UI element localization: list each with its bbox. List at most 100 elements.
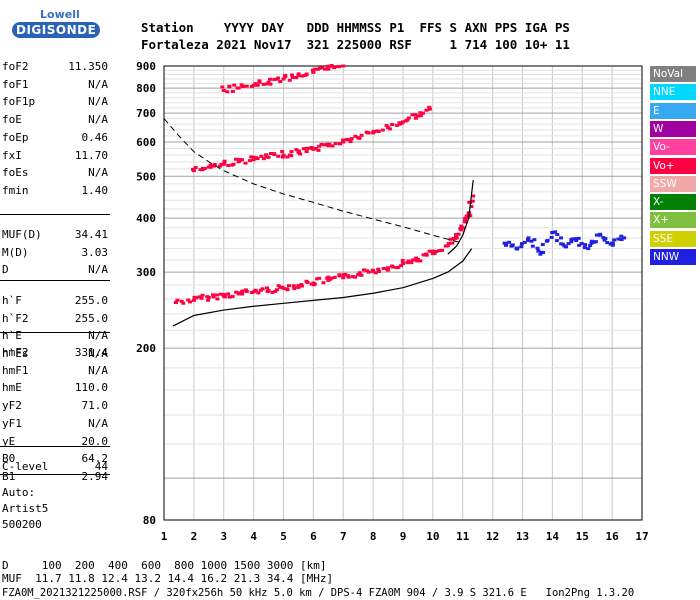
x-tick-label: 10	[426, 530, 439, 543]
param-row: fxI 11.70	[2, 149, 108, 163]
trace-point	[268, 82, 273, 86]
y-tick-label: 80	[143, 514, 156, 527]
trace-point	[296, 74, 301, 78]
trace-point	[341, 64, 346, 68]
param-separator	[0, 214, 110, 215]
trace-point	[507, 240, 512, 244]
trace-point	[268, 151, 273, 155]
param-row: h`F2 255.0	[2, 312, 108, 326]
trace-point	[222, 159, 227, 163]
trace-point	[459, 224, 464, 228]
trace-point	[386, 266, 391, 270]
trace-point	[218, 164, 223, 168]
trace-point	[173, 301, 178, 305]
trace-point	[272, 77, 277, 81]
legend-item-nnw: NNW	[650, 249, 696, 265]
trace-point	[418, 111, 423, 115]
trace-point	[286, 284, 291, 288]
trace-point	[257, 80, 262, 84]
logo-text-top: Lowell	[40, 8, 80, 21]
param-row: M(D) 3.03	[2, 246, 108, 260]
param-separator	[0, 474, 110, 475]
trace-point	[465, 216, 470, 220]
trace-point	[208, 163, 213, 167]
param-row: hmF1 N/A	[2, 364, 108, 378]
trace-point	[430, 252, 435, 256]
logo-text-bottom: DIGISONDE	[12, 22, 101, 38]
trace-point	[469, 204, 474, 208]
param-row: yF1 N/A	[2, 417, 108, 431]
trace-point	[211, 293, 216, 297]
trace-point	[337, 65, 342, 69]
trace-point	[589, 239, 594, 243]
param-label: B1	[2, 469, 16, 483]
trace-point	[313, 67, 318, 71]
param-value: 331.4	[74, 346, 108, 359]
legend-item-ssw: SSW	[650, 175, 696, 192]
trace-point	[261, 82, 266, 86]
trace-point	[450, 241, 455, 245]
param-label: fxI	[2, 148, 22, 162]
trace-point	[267, 77, 272, 81]
param-value: 34.41	[74, 228, 108, 241]
trace-point	[296, 72, 301, 76]
trace-point	[549, 235, 554, 239]
trace-point	[243, 288, 248, 292]
trace-point	[445, 244, 450, 248]
param-row: foF1p N/A	[2, 95, 108, 109]
trace-point	[454, 236, 459, 240]
param-label: foF1	[2, 77, 29, 91]
param-value: 3.03	[81, 245, 109, 259]
trace-point	[514, 247, 519, 251]
trace-point	[381, 266, 386, 270]
param-value: 20.0	[81, 434, 109, 448]
trace-point	[317, 276, 322, 280]
y-tick-label: 300	[136, 266, 156, 279]
trace-point	[259, 154, 264, 158]
trace-point	[232, 83, 237, 87]
trace-point	[616, 237, 621, 241]
trace-point	[386, 126, 391, 130]
y-tick-label: 600	[136, 136, 156, 149]
trace-point	[289, 150, 294, 154]
trace-point	[406, 116, 411, 120]
param-row: foEs N/A	[2, 166, 108, 180]
trace-point	[230, 294, 235, 298]
trace-point	[463, 216, 468, 220]
header-values: Fortaleza 2021 Nov17 321 225000 RSF 1 71…	[141, 37, 570, 52]
trace-point	[448, 237, 453, 241]
param-separator	[0, 446, 110, 447]
trace-point	[266, 155, 271, 159]
trace-point	[424, 108, 429, 112]
trace-point	[307, 146, 312, 150]
trace-point	[230, 89, 235, 93]
trace-point	[273, 289, 278, 293]
trace-point	[346, 274, 351, 278]
param-value: 255.0	[74, 311, 108, 325]
trace-point	[593, 240, 598, 244]
trace-point	[583, 243, 588, 247]
trace-point	[285, 288, 290, 292]
plot-frame	[163, 65, 643, 521]
trace-point	[316, 148, 321, 152]
trace-point	[566, 242, 571, 246]
trace-point	[610, 241, 615, 245]
autoscaling-info: Auto:	[2, 486, 36, 499]
trace-point	[321, 281, 326, 285]
param-label: D	[2, 263, 9, 277]
trace-point	[191, 169, 196, 173]
trace-point	[421, 253, 426, 257]
trace-point	[276, 284, 281, 288]
trace-point	[266, 80, 271, 84]
trace-point	[304, 146, 309, 150]
trace-point	[280, 150, 285, 154]
x-tick-label: 8	[370, 530, 377, 543]
trace-point	[212, 164, 217, 168]
param-value: 255.0	[74, 294, 108, 307]
trace-point	[220, 85, 225, 89]
trace-point	[212, 163, 217, 167]
trace-point	[253, 289, 258, 293]
trace-point	[294, 76, 299, 80]
trace-point	[570, 237, 575, 241]
trace-point	[395, 123, 400, 127]
